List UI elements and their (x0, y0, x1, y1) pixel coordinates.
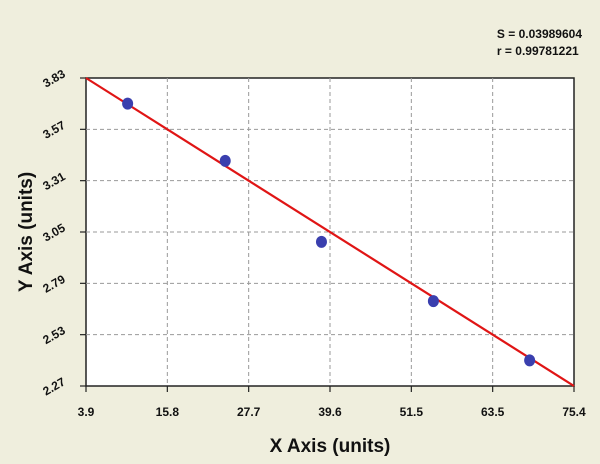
x-tick-labels: 3.9 15.8 27.7 39.6 51.5 63.5 75.4 (78, 405, 586, 419)
data-point (524, 354, 536, 367)
fit-line-group (85, 77, 575, 387)
data-point (122, 97, 134, 110)
x-axis-label: X Axis (units) (270, 436, 391, 457)
x-tick-label: 27.7 (237, 405, 261, 419)
y-tick-label: 2.79 (40, 272, 68, 296)
x-tick-label: 63.5 (481, 405, 505, 419)
x-tick-label: 3.9 (78, 405, 95, 419)
y-tick-label: 2.27 (40, 374, 68, 398)
data-points (122, 97, 536, 367)
y-tick-label: 3.83 (40, 66, 68, 90)
data-point (427, 295, 439, 308)
y-tick-label: 3.05 (40, 220, 68, 244)
fit-statistics: S = 0.03989604 r = 0.99781221 (497, 26, 582, 60)
stat-s: S = 0.03989604 (496, 27, 582, 41)
x-tick-label: 75.4 (562, 405, 586, 419)
fit-line (85, 77, 575, 387)
y-tick-label: 3.31 (40, 169, 68, 193)
y-axis-label: Y Axis (units) (16, 172, 37, 292)
y-tick-label: 3.57 (40, 118, 68, 142)
data-point (219, 154, 231, 167)
y-tick-label: 2.53 (40, 323, 68, 347)
x-tick-label: 15.8 (156, 405, 180, 419)
y-tick-labels: 2.27 2.53 2.79 3.05 3.31 3.57 3.83 (40, 66, 68, 398)
data-point (315, 235, 327, 248)
x-tick-label: 39.6 (318, 405, 342, 419)
stat-r: r = 0.99781221 (496, 44, 579, 58)
x-tick-label: 51.5 (400, 405, 424, 419)
